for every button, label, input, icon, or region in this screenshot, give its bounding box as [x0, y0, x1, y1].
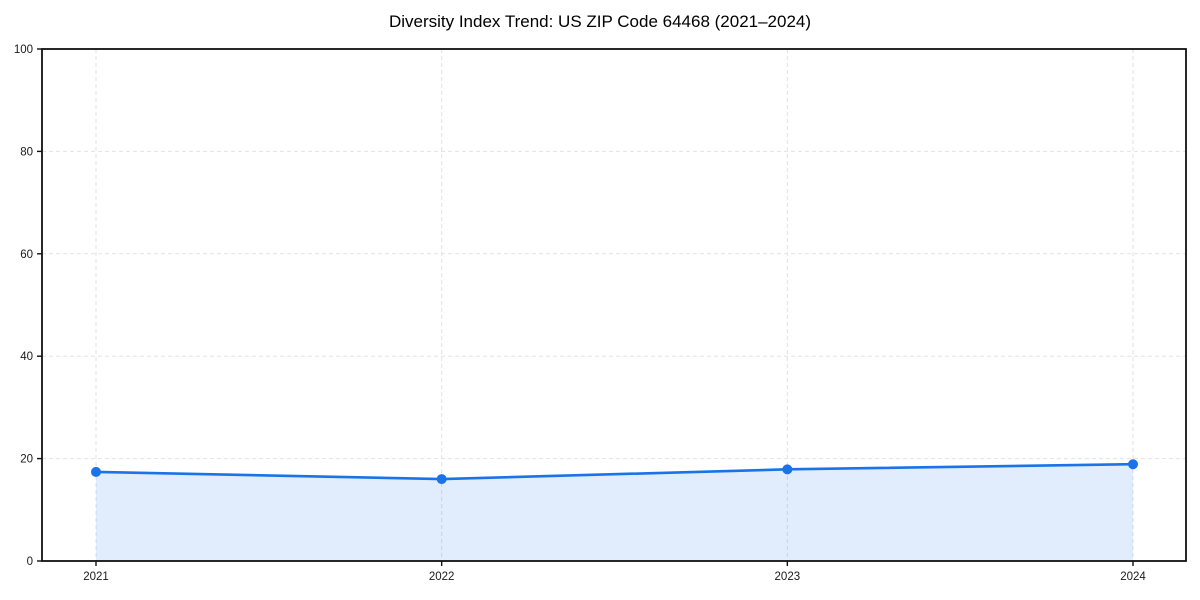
y-tick-label: 80 [20, 146, 33, 158]
y-tick-label: 40 [20, 351, 33, 363]
data-point [1128, 459, 1138, 470]
y-tick-label: 60 [20, 249, 33, 261]
data-point [91, 466, 101, 477]
y-tick-label: 100 [14, 44, 33, 56]
chart-title: Diversity Index Trend: US ZIP Code 64468… [388, 12, 812, 31]
x-tick-label: 2022 [429, 571, 455, 583]
x-tick-label: 2024 [1120, 571, 1146, 583]
x-tick-label: 2023 [775, 571, 801, 583]
y-tick-label: 20 [20, 454, 33, 466]
x-tick-label: 2021 [83, 571, 109, 583]
trend-line [94, 462, 1135, 481]
data-point [436, 474, 447, 485]
axis-frame [41, 48, 1187, 562]
y-tick-label: 0 [27, 556, 33, 568]
data-point [782, 464, 793, 475]
area-fill [96, 464, 1133, 561]
